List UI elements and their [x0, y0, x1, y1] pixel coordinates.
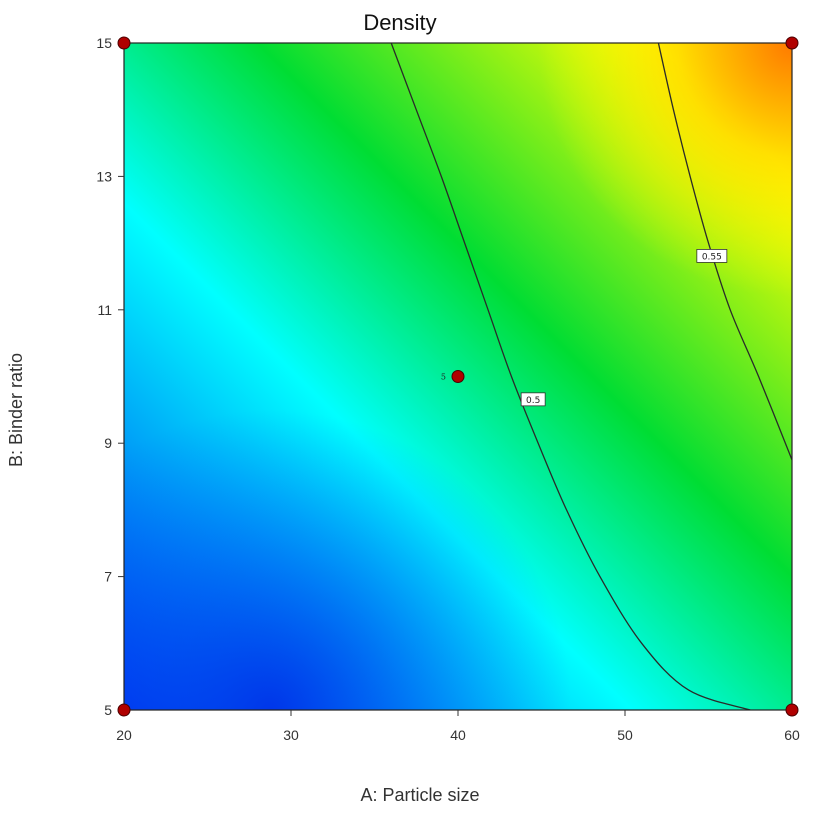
x-tick-label: 30 — [283, 727, 299, 743]
design-point-label: 5 — [441, 373, 446, 382]
design-point — [117, 36, 131, 50]
y-axis-title: B: Binder ratio — [6, 353, 26, 467]
y-tick-label: 5 — [104, 702, 112, 718]
contour-label-box — [696, 249, 728, 263]
y-tick-label: 11 — [97, 302, 112, 318]
contour-line — [390, 43, 751, 710]
x-tick-label: 50 — [617, 727, 633, 743]
y-tick-label: 9 — [104, 435, 112, 451]
x-axis-title: A: Particle size — [360, 785, 479, 805]
chart-title: Density — [363, 10, 436, 35]
contour-labels: 0.5 0.55 — [520, 249, 728, 407]
design-point — [785, 703, 799, 717]
contour-label: 0.5 — [526, 396, 540, 406]
contour-line — [657, 43, 792, 461]
contour-label: 0.55 — [702, 252, 722, 262]
design-point — [117, 703, 131, 717]
x-tick-label: 60 — [784, 727, 800, 743]
x-tick-label: 20 — [116, 727, 132, 743]
contour-label-box — [520, 392, 546, 407]
design-points: 5 — [117, 36, 799, 717]
y-axis: 5 7 9 11 13 15 — [96, 35, 124, 718]
contour-lines — [390, 43, 792, 710]
design-point — [451, 370, 465, 383]
x-axis: 20 30 40 50 60 — [116, 710, 800, 743]
design-point — [785, 36, 799, 50]
y-tick-label: 15 — [96, 35, 112, 51]
y-tick-label: 7 — [104, 569, 112, 585]
y-tick-label: 13 — [96, 168, 112, 184]
x-tick-label: 40 — [450, 727, 466, 743]
